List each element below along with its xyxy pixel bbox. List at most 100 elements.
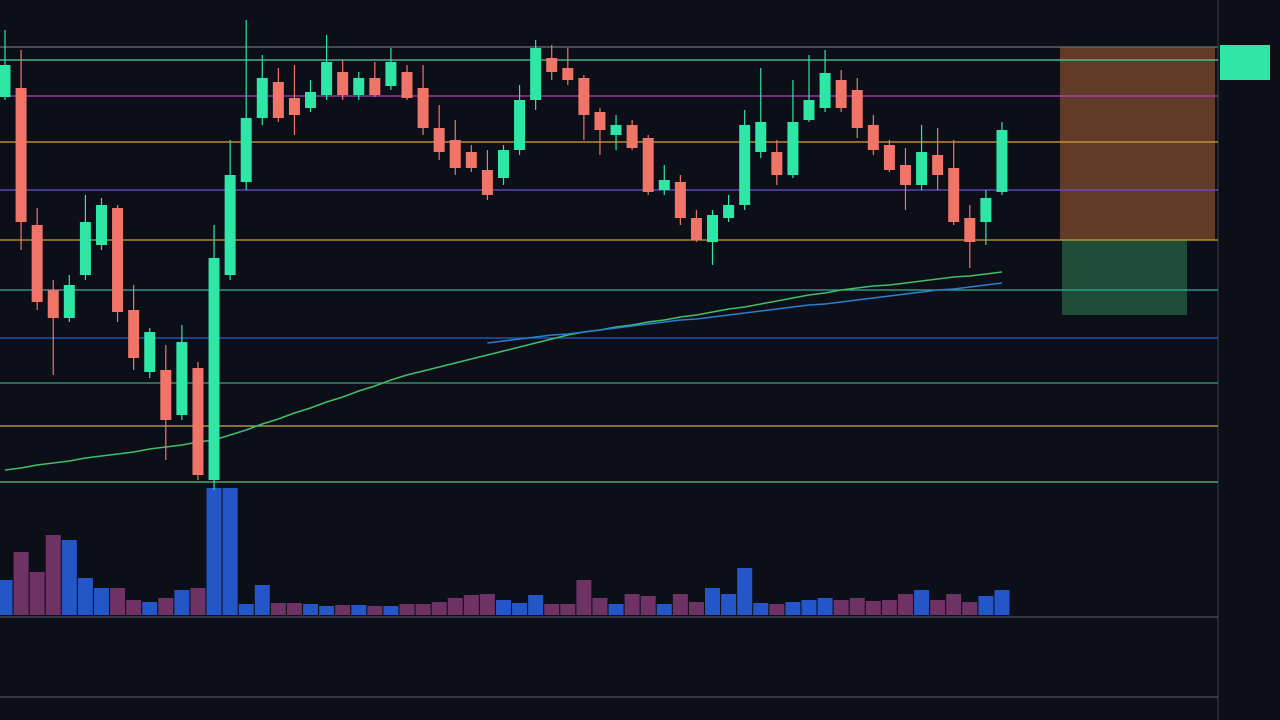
candle-body (883, 145, 895, 170)
candle-body (610, 125, 622, 135)
moving-average (487, 282, 1003, 344)
position-loss-zone (1060, 47, 1215, 240)
candle-body (353, 78, 365, 95)
volume-bar (962, 602, 978, 615)
volume-bar (672, 594, 688, 615)
candle-body (626, 125, 638, 148)
volume-bar (688, 602, 704, 615)
volume-bar (254, 585, 270, 615)
volume-bar (721, 594, 737, 615)
price-marker (1220, 45, 1270, 80)
candle-body (658, 180, 670, 190)
candle-body (948, 168, 960, 222)
volume-bar (190, 588, 206, 615)
volume-bar (463, 595, 479, 615)
candle-body (79, 222, 91, 275)
volume-bar (737, 568, 753, 615)
candle-body (15, 88, 27, 222)
volume-bar (13, 552, 29, 615)
candle-body (31, 225, 43, 302)
candle-body (674, 182, 686, 218)
candle-body (305, 92, 317, 108)
candles (0, 20, 1008, 490)
candle-body (176, 342, 188, 415)
volume-bar (238, 604, 254, 615)
volume-bar (142, 602, 158, 615)
volume-bar (705, 588, 721, 615)
candle-body (369, 78, 381, 95)
candle-body (546, 58, 558, 72)
candle-body (787, 122, 799, 175)
volume-bar (45, 535, 61, 615)
volume-bar (753, 603, 769, 615)
volume-bars (0, 488, 1010, 615)
candle-body (321, 62, 333, 95)
candle-body (803, 100, 815, 120)
volume-bar (592, 598, 608, 615)
volume-bar (914, 590, 930, 615)
candle-body (272, 82, 284, 118)
volume-bar (335, 605, 351, 615)
candle-body (0, 65, 11, 97)
candle-body (240, 118, 252, 182)
volume-bar (994, 590, 1010, 615)
volume-bar (608, 604, 624, 615)
candle-body (514, 100, 526, 150)
candle-body (835, 80, 847, 108)
candle-body (449, 140, 461, 168)
levels (0, 46, 1218, 483)
volume-bar (769, 604, 785, 615)
volume-bar (110, 588, 126, 615)
volume-bar (817, 598, 833, 615)
volume-bar (930, 600, 946, 615)
candle-body (819, 73, 831, 108)
candle-body (578, 78, 590, 115)
volume-bar (93, 588, 109, 615)
volume-bar (383, 606, 399, 615)
candle-body (755, 122, 767, 152)
candle-body (594, 112, 606, 130)
volume-bar (158, 598, 174, 615)
candle-body (433, 128, 445, 152)
volume-bar (640, 596, 656, 615)
volume-bar (367, 606, 383, 615)
position-profit-zone (1062, 240, 1187, 315)
volume-bar (544, 604, 560, 615)
candle-body (337, 72, 349, 95)
volume-bar (833, 600, 849, 615)
volume-bar (447, 598, 463, 615)
volume-bar (431, 602, 447, 615)
candle-body (642, 138, 654, 192)
volume-bar (785, 602, 801, 615)
volume-bar (576, 580, 592, 615)
candle-body (144, 332, 156, 372)
volume-bar (415, 604, 431, 615)
candle-body (996, 130, 1008, 192)
volume-bar (512, 603, 528, 615)
candle-body (208, 258, 220, 480)
volume-bar (399, 604, 415, 615)
volume-bar (801, 600, 817, 615)
volume-bar (946, 594, 962, 615)
volume-bar (865, 601, 881, 615)
volume-bar (270, 603, 286, 615)
candle-body (530, 48, 542, 100)
volume-bar (61, 540, 77, 615)
candle-body (932, 155, 944, 175)
volume-bar (849, 598, 865, 615)
volume-bar (77, 578, 93, 615)
volume-bar (528, 595, 544, 615)
volume-bar (206, 488, 222, 615)
candle-body (47, 290, 59, 318)
volume-bar (495, 600, 511, 615)
candle-body (723, 205, 735, 218)
candle-body (417, 88, 429, 128)
volume-bar (126, 600, 142, 615)
volume-bar (0, 580, 13, 615)
candle-body (256, 78, 268, 118)
candle-body (288, 98, 300, 115)
volume-bar (560, 604, 576, 615)
candle-body (916, 152, 928, 185)
candle-body (95, 205, 107, 245)
